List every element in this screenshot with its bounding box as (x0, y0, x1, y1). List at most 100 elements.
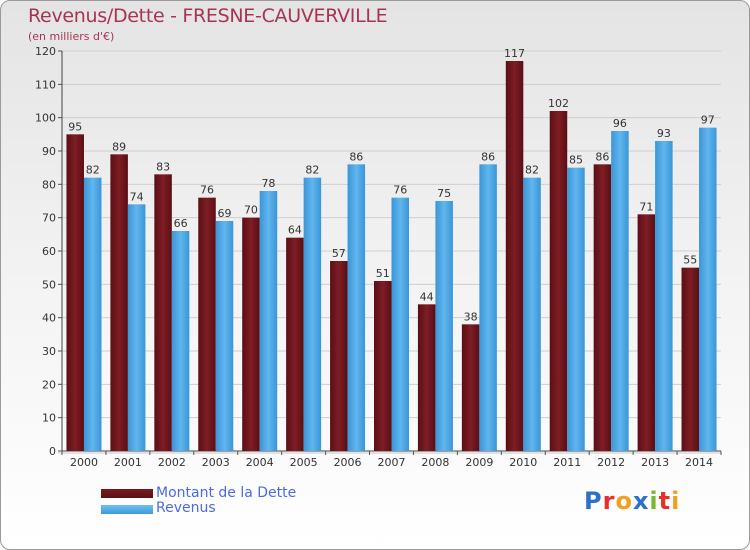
y-tick-label: 80 (42, 178, 56, 191)
bar-revenus-2011 (567, 167, 585, 451)
proxiti-logo: Proxiti (584, 487, 680, 515)
data-label-revenus-2014: 97 (701, 114, 715, 127)
bar-dette-2001 (110, 154, 128, 452)
bar-revenus-2010 (523, 177, 541, 451)
bar-dette-2011 (549, 111, 568, 451)
bar-revenus-2001 (127, 204, 146, 451)
bar-revenus-2004 (259, 191, 278, 451)
bar-dette-2010 (505, 61, 524, 451)
y-tick-label: 90 (42, 145, 56, 158)
bar-revenus-2007 (391, 197, 409, 451)
x-tick-label: 2007 (378, 456, 406, 469)
bar-dette-2005 (286, 237, 304, 451)
logo-letter: x (632, 487, 650, 515)
logo-letter: o (615, 487, 633, 515)
bar-dette-2002 (154, 174, 172, 452)
data-label-dette-2010: 117 (504, 47, 525, 60)
x-tick-label: 2008 (421, 456, 449, 469)
x-tick-label: 2001 (114, 456, 142, 469)
logo-letter: r (602, 487, 616, 515)
data-label-revenus-2002: 66 (174, 217, 188, 230)
data-label-revenus-2012: 96 (613, 117, 627, 130)
data-label-dette-2003: 76 (200, 184, 214, 197)
data-label-dette-2001: 89 (112, 140, 126, 153)
bar-dette-2004 (242, 217, 260, 451)
data-label-dette-2009: 38 (464, 310, 478, 323)
bar-revenus-2005 (303, 177, 322, 451)
data-label-dette-2006: 57 (332, 247, 346, 260)
bar-revenus-2014 (699, 127, 717, 452)
bar-dette-2007 (374, 281, 392, 451)
y-tick-label: 120 (35, 45, 56, 58)
x-tick-label: 2009 (465, 456, 493, 469)
bar-revenus-2008 (435, 201, 453, 451)
data-label-revenus-2004: 78 (261, 177, 275, 190)
x-tick-label: 2005 (290, 456, 318, 469)
x-tick-label: 2000 (70, 456, 98, 469)
bar-revenus-2000 (83, 177, 102, 451)
bar-dette-2012 (593, 164, 612, 452)
y-tick-label: 60 (42, 245, 56, 258)
x-tick-label: 2002 (158, 456, 186, 469)
y-tick-label: 70 (42, 212, 56, 225)
data-label-dette-2014: 55 (683, 254, 697, 267)
bar-revenus-2003 (215, 221, 234, 451)
logo-letter: i (649, 487, 659, 515)
data-label-dette-2005: 64 (288, 224, 302, 237)
bar-revenus-2002 (171, 231, 190, 451)
bar-revenus-2006 (347, 164, 366, 452)
data-label-revenus-2010: 82 (525, 164, 539, 177)
logo-letter: i (671, 487, 681, 515)
x-tick-label: 2004 (246, 456, 274, 469)
x-tick-label: 2011 (553, 456, 581, 469)
data-label-revenus-2009: 86 (481, 150, 495, 163)
bar-dette-2013 (637, 214, 656, 451)
x-tick-label: 2010 (509, 456, 537, 469)
y-tick-label: 110 (35, 78, 56, 91)
chart-subtitle: (en milliers d'€) (28, 30, 115, 43)
y-tick-label: 10 (42, 412, 56, 425)
data-label-revenus-2005: 82 (305, 164, 319, 177)
bar-dette-2009 (461, 324, 480, 451)
y-tick-label: 100 (35, 112, 56, 125)
logo-letter: t (658, 487, 672, 515)
data-label-revenus-2013: 93 (657, 127, 671, 140)
chart-title: Revenus/Dette - FRESNE-CAUVERVILLE (28, 5, 388, 27)
data-label-revenus-2000: 82 (86, 164, 100, 177)
bar-dette-2014 (681, 267, 700, 451)
data-label-revenus-2007: 76 (393, 184, 407, 197)
bar-revenus-2009 (479, 164, 497, 452)
logo-letter: P (584, 487, 603, 515)
data-label-revenus-2006: 86 (349, 150, 363, 163)
data-label-revenus-2003: 69 (218, 207, 232, 220)
bar-dette-2008 (417, 304, 436, 451)
x-tick-label: 2014 (685, 456, 713, 469)
data-label-dette-2008: 44 (420, 290, 434, 303)
bar-revenus-2012 (611, 131, 629, 451)
bar-dette-2003 (198, 197, 216, 451)
bar-revenus-2013 (655, 141, 673, 451)
data-label-dette-2013: 71 (639, 200, 653, 213)
data-label-dette-2012: 86 (595, 150, 609, 163)
data-label-revenus-2008: 75 (437, 187, 451, 200)
x-tick-label: 2003 (202, 456, 230, 469)
legend-label-revenus: Revenus (156, 500, 216, 516)
y-tick-label: 50 (42, 278, 56, 291)
data-label-dette-2011: 102 (548, 97, 569, 110)
data-label-revenus-2011: 85 (569, 154, 583, 167)
bar-dette-2006 (330, 261, 348, 451)
legend-label-debt: Montant de la Dette (156, 485, 297, 501)
x-tick-label: 2012 (597, 456, 625, 469)
legend-swatch-debt (101, 489, 153, 498)
y-tick-label: 0 (49, 445, 56, 458)
data-label-dette-2004: 70 (244, 204, 258, 217)
y-tick-label: 30 (42, 345, 56, 358)
bar-dette-2000 (66, 134, 84, 452)
x-tick-label: 2013 (641, 456, 669, 469)
data-label-dette-2000: 95 (68, 120, 82, 133)
y-tick-label: 20 (42, 378, 56, 391)
x-tick-label: 2006 (334, 456, 362, 469)
y-tick-label: 40 (42, 312, 56, 325)
